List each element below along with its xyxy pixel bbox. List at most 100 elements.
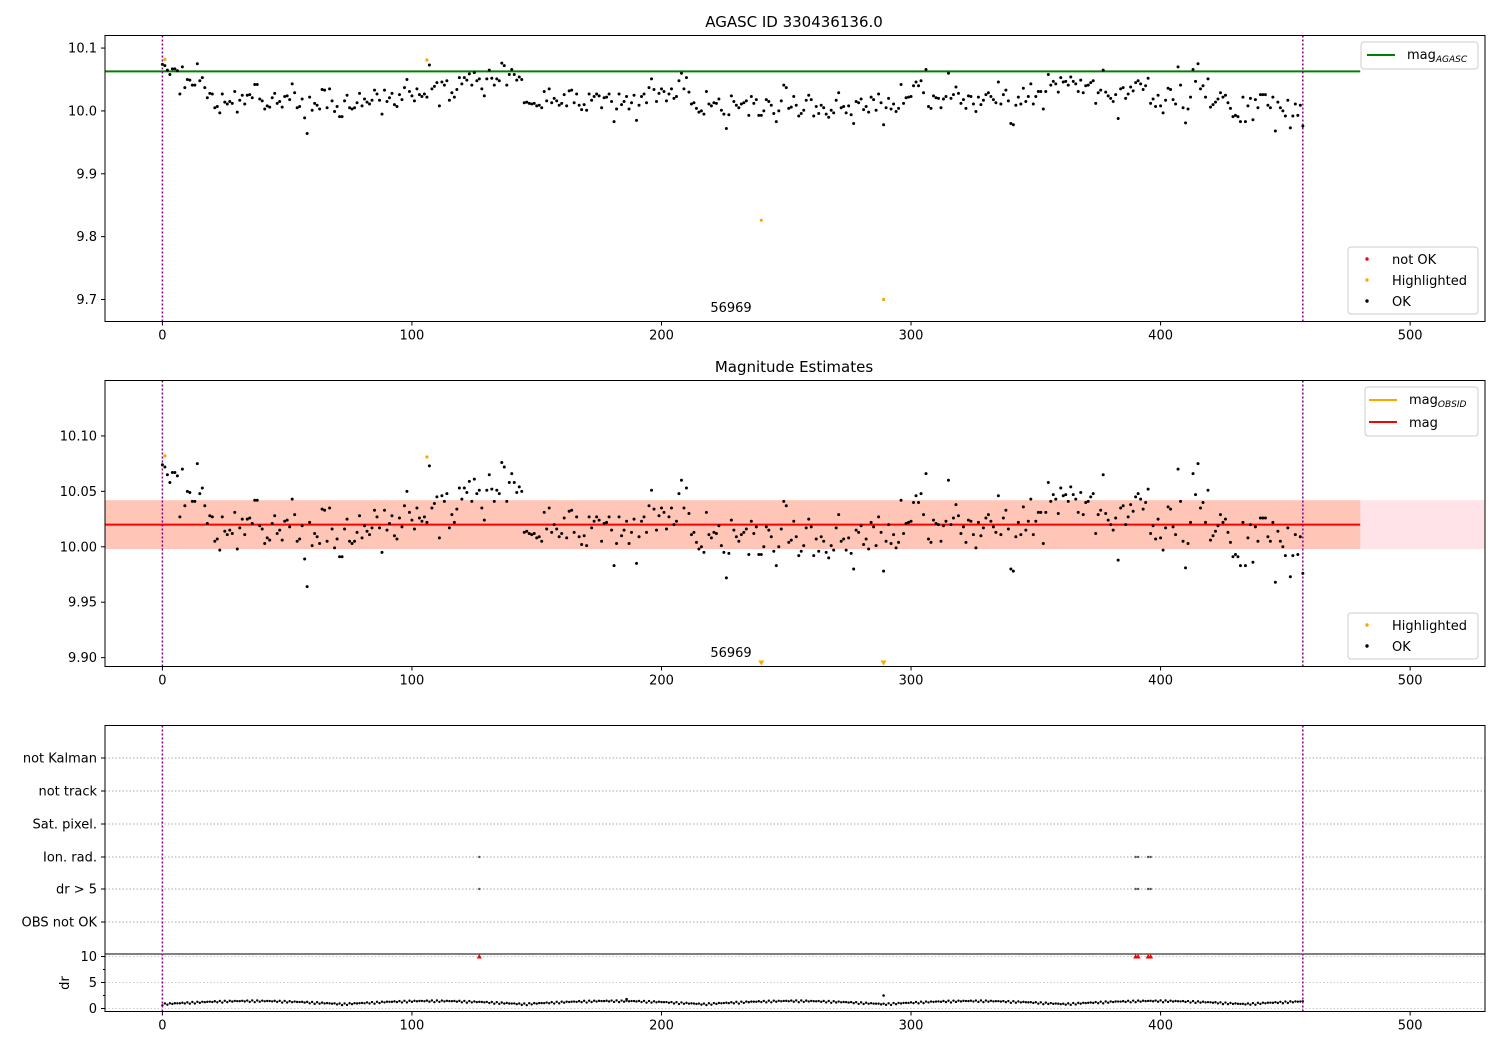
agasc-ok-point bbox=[415, 87, 419, 91]
dr-point bbox=[607, 1000, 611, 1003]
agasc-ytick-label: 10.1 bbox=[68, 42, 97, 57]
dr-point bbox=[278, 999, 281, 1003]
magnitude-ok-point bbox=[1091, 492, 1095, 496]
dr-point bbox=[378, 1001, 381, 1005]
magnitude-ok-point bbox=[295, 539, 299, 543]
dr-point bbox=[682, 1002, 686, 1006]
dr-point bbox=[560, 1000, 563, 1003]
agasc-ok-point bbox=[430, 87, 434, 91]
magnitude-ok-point bbox=[168, 480, 172, 484]
dr-point bbox=[627, 1000, 631, 1003]
agasc-ok-point bbox=[1086, 83, 1090, 87]
magnitude-ok-point bbox=[769, 535, 773, 539]
dr-point bbox=[226, 1000, 229, 1004]
magnitude-ok-point bbox=[565, 536, 569, 540]
dr-point bbox=[720, 1002, 723, 1005]
dr-point bbox=[1109, 1000, 1112, 1003]
magnitude-ok-point bbox=[1109, 523, 1113, 527]
agasc-ok-point bbox=[298, 105, 302, 109]
agasc-ok-point bbox=[577, 103, 581, 107]
agasc-ok-point bbox=[1004, 88, 1008, 92]
magnitude-ok-point bbox=[495, 488, 499, 492]
agasc-ok-point bbox=[704, 89, 708, 93]
agasc-ok-point bbox=[290, 82, 294, 86]
magnitude-ok-point bbox=[884, 539, 888, 543]
magnitude-ok-point bbox=[1016, 520, 1020, 524]
dr-threshold-marker bbox=[1148, 954, 1154, 959]
dr-point bbox=[717, 1001, 721, 1005]
magnitude-ok-point bbox=[682, 506, 686, 510]
magnitude-ok-point bbox=[924, 472, 928, 476]
dr-point bbox=[992, 1000, 995, 1003]
magnitude-ok-point bbox=[697, 547, 701, 551]
dr-point bbox=[475, 1000, 479, 1004]
agasc-ok-point bbox=[1233, 113, 1237, 117]
agasc-ok-point bbox=[1186, 107, 1190, 111]
agasc-ok-point bbox=[912, 84, 916, 88]
agasc-ok-point bbox=[897, 106, 901, 110]
magnitude-ok-point bbox=[612, 564, 616, 568]
agasc-ok-point bbox=[615, 107, 619, 111]
magnitude-ok-point bbox=[368, 533, 372, 537]
agasc-ok-point bbox=[1243, 120, 1247, 124]
dr-point bbox=[455, 1000, 459, 1003]
agasc-ok-point bbox=[832, 111, 836, 115]
dr-point bbox=[1256, 1001, 1260, 1005]
magnitude-ok-point bbox=[832, 548, 836, 552]
magnitude-ok-point bbox=[702, 550, 706, 554]
dr-point bbox=[343, 1002, 346, 1005]
agasc-ok-point bbox=[557, 103, 561, 107]
magnitude-panel-title: Magnitude Estimates bbox=[715, 358, 873, 376]
magnitude-ok-point bbox=[807, 517, 811, 521]
agasc-highlighted-point bbox=[163, 57, 167, 61]
dr-point bbox=[732, 1002, 736, 1005]
dr-point bbox=[742, 1001, 746, 1005]
dr-point bbox=[275, 1000, 279, 1004]
dr-point bbox=[231, 1000, 234, 1003]
agasc-ok-point bbox=[827, 115, 831, 119]
agasc-ok-point bbox=[762, 109, 766, 113]
agasc-ok-point bbox=[460, 82, 464, 86]
dr-point bbox=[330, 1002, 334, 1005]
magnitude-ok-point bbox=[767, 528, 771, 532]
agasc-ok-point bbox=[365, 100, 369, 104]
agasc-ok-point bbox=[1124, 96, 1128, 100]
dr-point bbox=[1032, 1001, 1035, 1005]
dr-point bbox=[178, 1002, 182, 1005]
magnitude-ok-point bbox=[432, 502, 436, 506]
dr-axis-label: dr bbox=[58, 976, 73, 990]
dr-point bbox=[672, 1002, 676, 1005]
agasc-ok-point bbox=[188, 78, 192, 82]
agasc-ok-point bbox=[400, 98, 404, 102]
dr-point bbox=[370, 1000, 374, 1004]
magnitude-ok-point bbox=[792, 519, 796, 523]
dr-point bbox=[310, 1000, 314, 1004]
dr-point bbox=[1129, 1001, 1132, 1004]
dr-point bbox=[1121, 999, 1125, 1003]
magnitude-ok-point bbox=[847, 536, 851, 540]
magnitude-ok-point bbox=[555, 527, 559, 531]
dr-point bbox=[1251, 1001, 1255, 1005]
agasc-ok-point bbox=[525, 100, 529, 104]
dr-point bbox=[1111, 1000, 1115, 1004]
magnitude-ok-point bbox=[340, 555, 344, 559]
magnitude-ok-point bbox=[742, 530, 746, 534]
dr-point bbox=[680, 1001, 683, 1004]
agasc-ok-point bbox=[1119, 87, 1123, 91]
agasc-xtick-label: 0 bbox=[158, 329, 166, 344]
agasc-ok-point bbox=[1149, 101, 1153, 105]
agasc-ok-point bbox=[692, 101, 696, 105]
magnitude-ok-point bbox=[230, 531, 234, 535]
agasc-ok-point bbox=[505, 83, 509, 87]
dr-point bbox=[1052, 1002, 1055, 1006]
magnitude-ok-point bbox=[782, 499, 786, 503]
magnitude-ok-point bbox=[188, 490, 192, 494]
dr-point bbox=[360, 1001, 364, 1005]
dr-point bbox=[1089, 1001, 1092, 1004]
magnitude-ok-point bbox=[285, 518, 289, 522]
agasc-ok-point bbox=[991, 98, 995, 102]
magnitude-ok-point bbox=[582, 534, 586, 538]
agasc-ok-point bbox=[956, 91, 960, 95]
dr-point bbox=[211, 1000, 214, 1004]
dr-point bbox=[345, 1003, 349, 1007]
